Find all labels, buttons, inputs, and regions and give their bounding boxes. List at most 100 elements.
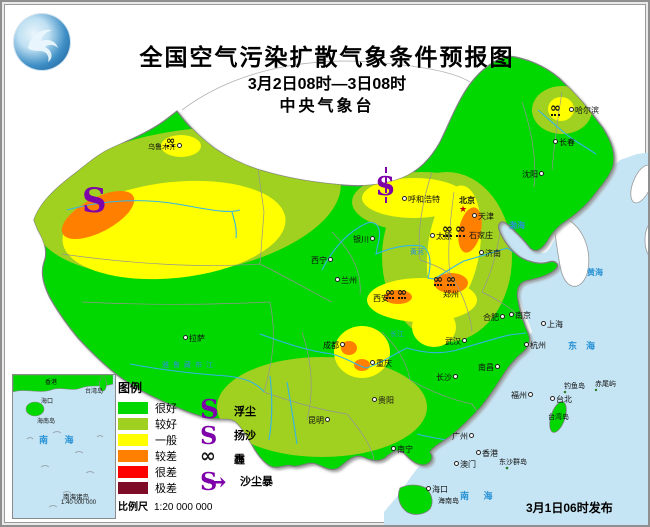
bohai-sea [494, 216, 541, 260]
haze-icon-xian-2: ∞ [397, 285, 407, 299]
city-hangzhou: 杭州 [524, 342, 546, 350]
city-harbin: 哈尔滨 [569, 107, 599, 115]
legend-swatch-very-poor [118, 466, 148, 478]
legend-row: 一般 [118, 432, 258, 448]
inset-scale: 1:40 000 000 [61, 500, 97, 506]
legend-row: 极差 [118, 480, 258, 496]
inset-label-hongkong: 香港 [45, 380, 58, 386]
city-macau: 澳门 [454, 461, 476, 469]
sand-symbol-hohhot: S [376, 167, 395, 203]
legend-label-fair: 一般 [155, 435, 177, 447]
haze-label: 霾 [234, 454, 245, 466]
map-scale: 比例尺 1:20 000 000 [118, 498, 212, 513]
city-hongkong: 香港 [476, 450, 498, 458]
sandstorm-label: 沙尘暴 [240, 476, 273, 488]
city-jinan: 济南 [479, 250, 501, 258]
city-xining: 西宁 [311, 257, 333, 265]
inset-label-taiwan: 台湾岛 [85, 389, 104, 395]
city-chengdu: 成都 [323, 342, 345, 350]
city-chongqing: 重庆 [370, 360, 392, 368]
inset-label-haikou: 海口 [41, 399, 54, 405]
haze-icon-zhengzhou-1: ∞ [433, 272, 443, 286]
dongsha-island [505, 466, 509, 470]
legend-label-good: 较好 [155, 419, 177, 431]
agency-name: 中央气象台 [279, 98, 375, 115]
sand-icon: S [200, 421, 218, 450]
city-xian: 西安 [373, 294, 389, 303]
island-label-chiwei: 赤尾屿 [595, 381, 616, 388]
city-tianjin: 天津 [472, 213, 494, 221]
haze-icon-urumqi: ∞ [166, 134, 176, 147]
city-hohhot: 呼和浩特 [402, 196, 440, 204]
city-shanghai: 上海 [541, 321, 563, 329]
legend-symbol-dust: S 浮尘 [200, 395, 270, 425]
hainan-island [398, 484, 433, 515]
island-label-diaoyu: 钓鱼岛 [564, 383, 585, 390]
sand-label: 扬沙 [234, 430, 256, 442]
city-guiyang: 贵阳 [372, 397, 394, 405]
legend-symbol-haze: ∞ 霾 [200, 445, 270, 467]
legend-label-worst: 极差 [155, 483, 177, 495]
legend-swatch-good [118, 418, 148, 430]
city-nanchang: 南昌 [478, 364, 500, 372]
island-label-dongsha: 东沙群岛 [499, 459, 527, 466]
legend: 图例 很好 较好 一般 较差 很差 极差 S 浮尘 [118, 379, 273, 496]
dust-icon: S [200, 395, 219, 425]
city-kunming: 昆明 [308, 417, 330, 425]
legend-row: 较差 [118, 448, 258, 464]
chiwei-island [594, 388, 598, 392]
issue-time: 3月1日06时发布 [526, 501, 613, 515]
haze-icon: ∞ [200, 445, 216, 467]
forecast-period: 3月2日08时—3日08时 [247, 76, 407, 93]
city-fuzhou: 福州 [511, 392, 533, 400]
legend-label-very-good: 很好 [155, 403, 177, 415]
scale-value: 1:20 000 000 [154, 502, 213, 513]
city-zhengzhou: 郑州 [443, 290, 459, 299]
inset-map [13, 375, 114, 508]
city-lanzhou: 兰州 [335, 277, 357, 285]
city-lhasa: 拉萨 [183, 335, 205, 343]
city-changchun: 长春 [553, 139, 575, 147]
city-taiyuan: 太原 [430, 233, 452, 241]
sandstorm-icon: S→ [200, 467, 227, 496]
legend-label-poor: 较差 [155, 451, 177, 463]
legend-title: 图例 [118, 381, 143, 395]
legend-swatch-poor [118, 450, 148, 462]
capital-star-icon: ★ [459, 204, 468, 214]
city-wuhan: 武汉 [445, 338, 467, 346]
south-china-sea-inset: 香港 台湾岛 海口 海南岛 南 海 南海诸岛 1:40 000 000 [12, 374, 116, 519]
legend-symbol-sand: S 扬沙 [200, 421, 270, 450]
city-haikou: 海口 [426, 486, 448, 494]
legend-row: 很差 [118, 464, 258, 480]
scale-label: 比例尺 [118, 502, 148, 513]
legend-row: 很好 [118, 400, 258, 416]
haze-icon-harbin: ∞ [550, 101, 561, 116]
diaoyu-island [563, 390, 567, 394]
river-label-yarlung: 雅鲁藏布江 [162, 362, 217, 369]
city-shijiazhuang: 石家庄 [469, 231, 493, 240]
inset-label-hainan: 海南岛 [37, 419, 56, 425]
sea-label-yellow-sea: 黄海 [587, 268, 603, 277]
japan-island-2 [644, 225, 648, 255]
legend-swatch-fair [118, 434, 148, 446]
japan-island [630, 164, 648, 204]
korea-land [554, 215, 590, 287]
city-taipei: 台北 [550, 396, 572, 404]
dust-label: 浮尘 [234, 406, 256, 418]
city-nanjing: 南京 [509, 312, 531, 320]
city-hefei: 合肥 [483, 314, 505, 322]
pollution-regions [34, 86, 597, 461]
island-label-hainan: 海南岛 [438, 498, 459, 505]
legend-symbols: S 浮尘 S 扬沙 ∞ 霾 S→ 沙尘暴 [200, 395, 273, 496]
sea-label-east-china-sea: 东海 [568, 341, 605, 351]
legend-swatch-worst [118, 482, 148, 494]
haze-icon-zhengzhou-2: ∞ [446, 272, 456, 286]
page-title: 全国空气污染扩散气象条件预报图 [139, 45, 515, 70]
cma-logo [14, 14, 70, 70]
inset-islands-label: 南海诸岛 [63, 494, 89, 501]
haze-icon-xian-1: ∞ [385, 285, 395, 299]
river-label-yellow-river: 黄河 [410, 249, 424, 256]
sea-label-south-china-sea: 南 海 [460, 491, 499, 501]
